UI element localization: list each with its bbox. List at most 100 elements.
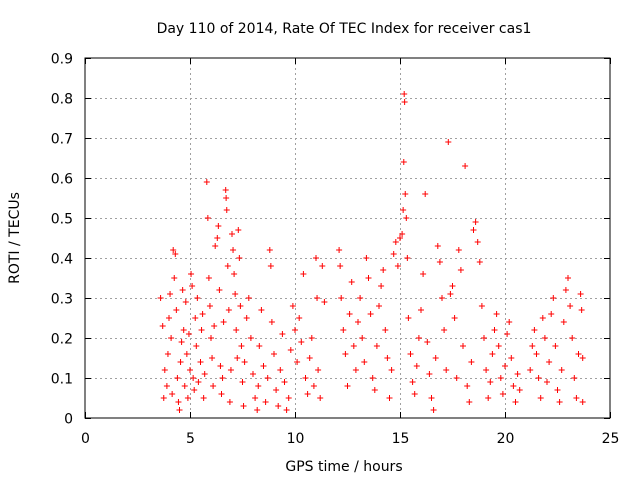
data-point (220, 319, 227, 325)
data-point (168, 335, 175, 341)
data-point (185, 331, 192, 337)
data-point (546, 359, 553, 365)
data-point (179, 287, 186, 293)
data-point (243, 315, 250, 321)
data-point (340, 327, 347, 333)
x-tick-label: 20 (497, 431, 515, 447)
data-point (409, 379, 416, 385)
data-point (313, 255, 319, 261)
data-point (411, 391, 418, 397)
data-point (562, 287, 569, 293)
data-point (497, 375, 504, 381)
data-point (478, 303, 485, 309)
data-point (355, 319, 361, 325)
y-tick-label: 0.1 (51, 372, 73, 388)
data-point (198, 327, 205, 333)
data-point (451, 315, 458, 321)
data-point (164, 351, 171, 357)
data-point (199, 311, 206, 317)
data-point (159, 323, 166, 329)
data-point (205, 275, 212, 281)
data-point (556, 399, 563, 405)
data-point (271, 351, 277, 357)
data-point (401, 99, 408, 105)
data-point (344, 383, 351, 389)
data-point (180, 327, 187, 333)
data-point (224, 263, 231, 269)
data-point (472, 219, 479, 225)
data-point (359, 335, 366, 341)
data-point (529, 343, 536, 349)
data-point (367, 311, 374, 317)
data-point (308, 335, 315, 341)
data-point (256, 343, 263, 349)
data-point (495, 343, 502, 349)
data-point (493, 311, 500, 317)
data-point (413, 363, 420, 369)
data-point (445, 139, 452, 145)
data-point (537, 395, 544, 401)
data-point (225, 307, 232, 313)
data-point (394, 263, 401, 269)
y-tick-label: 0.7 (51, 132, 73, 148)
data-point (321, 299, 328, 305)
data-point (189, 283, 196, 289)
data-point (250, 371, 256, 377)
data-point (215, 223, 222, 229)
data-point (428, 395, 435, 401)
data-points (157, 91, 586, 413)
data-point (192, 315, 199, 321)
data-point (447, 291, 454, 297)
data-point (420, 271, 427, 277)
data-point (208, 335, 214, 341)
data-point (216, 287, 223, 293)
data-point (247, 335, 254, 341)
data-point (422, 191, 429, 197)
data-point (434, 243, 441, 249)
data-point (178, 339, 185, 345)
data-point (160, 395, 167, 401)
data-point (481, 335, 487, 341)
data-point (579, 355, 586, 361)
data-point (357, 295, 364, 301)
data-point (191, 387, 198, 393)
data-point (285, 395, 292, 401)
data-point (184, 395, 191, 401)
data-point (195, 379, 202, 385)
x-axis: 0 5 10 15 20 25 (81, 58, 619, 447)
data-point (476, 259, 483, 265)
data-point (163, 383, 170, 389)
data-point (336, 247, 343, 253)
data-point (455, 247, 462, 253)
data-point (173, 307, 180, 313)
data-point (317, 395, 324, 401)
data-point (369, 375, 376, 381)
data-point (234, 355, 241, 361)
data-point (575, 351, 582, 357)
data-point (449, 283, 456, 289)
data-point (260, 363, 267, 369)
data-point (211, 323, 218, 329)
data-point (491, 327, 498, 333)
data-point (315, 367, 322, 373)
data-point (161, 367, 168, 373)
data-point (361, 359, 368, 365)
data-point (539, 315, 546, 321)
y-axis: 0 0.1 0.2 0.3 0.4 0.5 0.6 0.7 0.8 0.9 (51, 52, 610, 428)
data-point (426, 371, 433, 377)
data-point (188, 271, 195, 277)
data-point (217, 363, 224, 369)
data-point (415, 335, 422, 341)
data-point (474, 239, 481, 245)
data-point (436, 259, 443, 265)
data-point (241, 359, 248, 365)
data-point (424, 339, 431, 345)
data-point (439, 295, 445, 301)
data-point (527, 367, 534, 373)
data-point (230, 247, 237, 253)
data-point (441, 327, 448, 333)
data-point (235, 227, 242, 233)
data-point (468, 359, 475, 365)
data-point (302, 375, 309, 381)
